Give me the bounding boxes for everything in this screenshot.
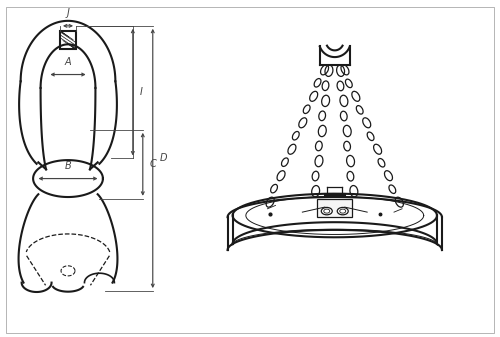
Bar [318, 199, 352, 217]
Text: B: B [64, 161, 71, 171]
Circle shape [338, 208, 348, 215]
Text: I: I [140, 87, 142, 97]
Circle shape [322, 208, 332, 215]
Circle shape [324, 209, 330, 213]
Circle shape [340, 209, 345, 213]
Text: J: J [66, 8, 70, 19]
Text: D: D [160, 153, 167, 163]
Bar [60, 31, 76, 49]
Text: A: A [64, 57, 71, 67]
Text: C: C [150, 159, 156, 169]
